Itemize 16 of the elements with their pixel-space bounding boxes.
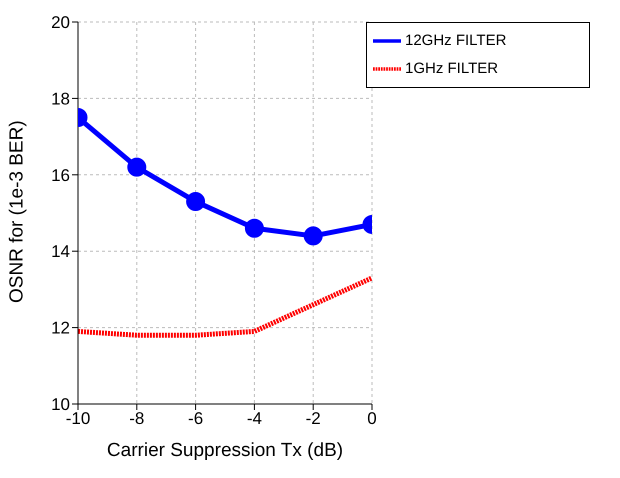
x-tick-label: -2 — [306, 409, 321, 428]
y-tick-label: 16 — [51, 166, 70, 185]
legend-label: 1GHz FILTER — [405, 60, 498, 78]
y-tick-label: 12 — [51, 318, 70, 338]
x-tick-label: -4 — [246, 409, 262, 428]
point — [186, 192, 206, 212]
x-axis-title: Carrier Suppression Tx (dB) — [106, 440, 344, 461]
y-tick-label: 18 — [51, 89, 70, 108]
y-axis-title: OSNR for (1e-3 BER) — [6, 120, 28, 303]
x-tick-label: -8 — [129, 409, 144, 428]
x-tick-label: 0 — [367, 409, 377, 428]
x-tick-label: -6 — [188, 409, 204, 428]
y-tick-label: 14 — [51, 242, 70, 262]
legend-label: 12GHz FILTER — [405, 32, 506, 50]
point — [244, 218, 264, 238]
y-tick-label: 20 — [51, 13, 70, 32]
